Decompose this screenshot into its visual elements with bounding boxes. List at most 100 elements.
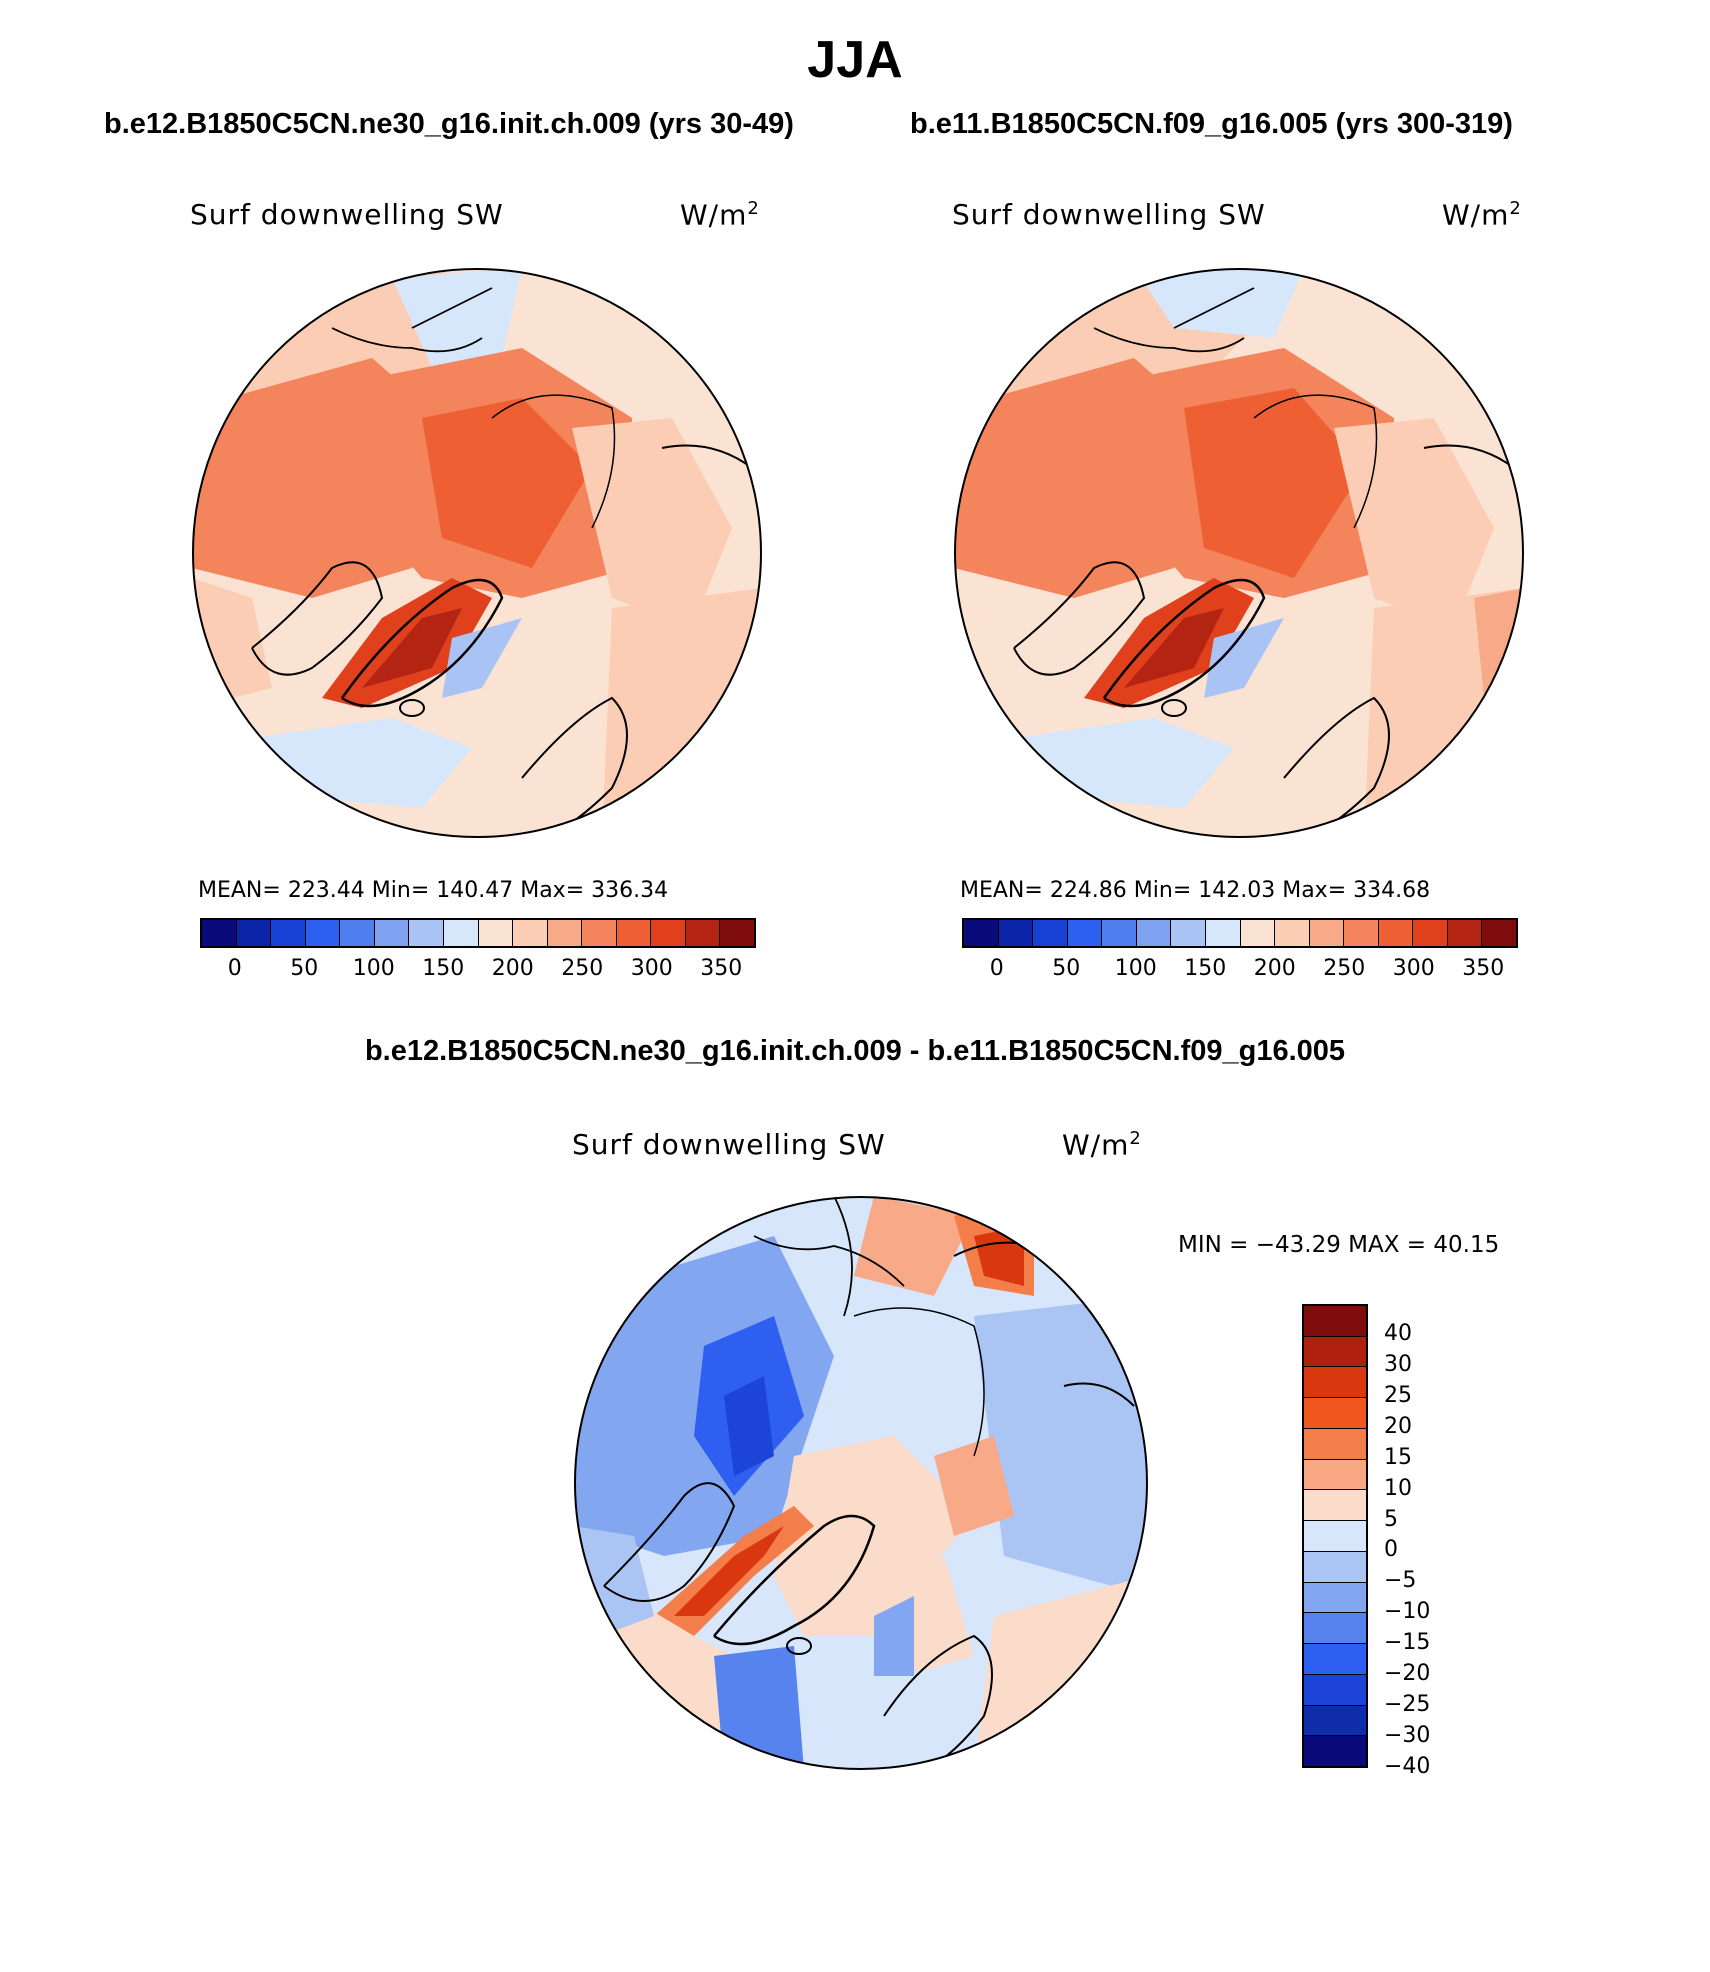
colorbar-left-tick-label: 350 — [700, 956, 743, 981]
colorbar-diff-swatch — [1304, 1644, 1366, 1675]
colorbar-left-swatch — [409, 920, 444, 946]
colorbar-diff-tick-label: 20 — [1384, 1413, 1412, 1439]
variable-label-right: Surf downwelling SW — [952, 198, 1266, 231]
colorbar-right-tick-label: 150 — [1184, 956, 1227, 981]
colorbar-ticks-left: 0 50 100 150 200 250 300 350 — [200, 956, 756, 986]
colorbar-diff-tick-label: −15 — [1384, 1630, 1431, 1656]
colorbar-left-swatch — [443, 920, 479, 946]
colorbar-left-swatch — [616, 920, 652, 946]
variable-label-left: Surf downwelling SW — [190, 198, 504, 231]
colorbar-left-swatch — [547, 920, 583, 946]
colorbar-right-swatch — [1309, 920, 1345, 946]
colorbar-right-swatch — [1067, 920, 1103, 946]
colorbar-left-swatch — [340, 920, 375, 946]
colorbar-diff-tick-label: 25 — [1384, 1382, 1412, 1408]
colorbar-right-swatch — [1136, 920, 1172, 946]
colorbar-right — [962, 918, 1518, 948]
difference-title: b.e12.B1850C5CN.ne30_g16.init.ch.009 - b… — [364, 1035, 1346, 1067]
colorbar-right-tick-label: 0 — [989, 956, 1004, 981]
colorbar-diff-tick-label: −30 — [1384, 1723, 1431, 1749]
colorbar-ticks-right: 0 50 100 150 200 250 300 350 — [962, 956, 1518, 986]
colorbar-right-tick-label: 250 — [1323, 956, 1366, 981]
colorbar-right-swatch — [1275, 920, 1310, 946]
colorbar-right-swatch — [1033, 920, 1068, 946]
colorbar-diff-tick-label: −20 — [1384, 1661, 1431, 1687]
colorbar-right-swatch — [964, 920, 999, 946]
map-panel-left — [192, 268, 762, 838]
map-panel-difference — [574, 1196, 1148, 1770]
colorbar-diff-swatch — [1304, 1613, 1366, 1645]
colorbar-left-tick-label: 250 — [561, 956, 604, 981]
units-label-left: W/m2 — [680, 198, 760, 232]
colorbar-diff-swatch — [1304, 1428, 1366, 1460]
colorbar-left-swatch — [513, 920, 548, 946]
colorbar-diff-tick-label: −10 — [1384, 1599, 1431, 1625]
colorbar-right-swatch — [1447, 920, 1483, 946]
colorbar-diff-swatch — [1304, 1306, 1366, 1337]
colorbar-diff-tick-label: 10 — [1384, 1475, 1412, 1501]
colorbar-left-tick-label: 0 — [227, 956, 242, 981]
colorbar-left-tick-label: 50 — [290, 956, 319, 981]
stats-left: MEAN= 223.44 Min= 140.47 Max= 336.34 — [198, 878, 669, 903]
colorbar-diff-tick-label: 15 — [1384, 1444, 1412, 1470]
colorbar-right-swatch — [1344, 920, 1379, 946]
colorbar-left-tick-label: 200 — [491, 956, 534, 981]
colorbar-diff-swatch — [1304, 1398, 1366, 1429]
colorbar-diff-tick-label: 5 — [1384, 1506, 1398, 1532]
colorbar-right-tick-label: 50 — [1052, 956, 1081, 981]
colorbar-diff-tick-label: 40 — [1384, 1320, 1412, 1346]
case-title-right: b.e11.B1850C5CN.f09_g16.005 (yrs 300-319… — [910, 108, 1513, 140]
colorbar-left-tick-label: 100 — [352, 956, 395, 981]
colorbar-diff-swatch — [1304, 1582, 1366, 1614]
colorbar-diff-swatch — [1304, 1674, 1366, 1706]
colorbar-diff-swatch — [1304, 1736, 1366, 1767]
colorbar-left — [200, 918, 756, 948]
colorbar-right-tick-label: 300 — [1392, 956, 1435, 981]
map-panel-right — [954, 268, 1524, 838]
colorbar-left-swatch — [202, 920, 237, 946]
units-label-right: W/m2 — [1442, 198, 1522, 232]
colorbar-diff-swatch — [1304, 1367, 1366, 1399]
case-title-left: b.e12.B1850C5CN.ne30_g16.init.ch.009 (yr… — [104, 108, 794, 140]
colorbar-right-swatch — [1205, 920, 1241, 946]
colorbar-left-swatch — [374, 920, 410, 946]
colorbar-right-swatch — [1413, 920, 1448, 946]
colorbar-left-swatch — [478, 920, 514, 946]
colorbar-left-tick-label: 150 — [422, 956, 465, 981]
colorbar-diff-swatch — [1304, 1336, 1366, 1368]
colorbar-right-tick-label: 100 — [1114, 956, 1157, 981]
colorbar-diff-swatch — [1304, 1459, 1366, 1491]
colorbar-right-swatch — [1102, 920, 1137, 946]
colorbar-diff-swatch — [1304, 1551, 1366, 1583]
colorbar-left-swatch — [305, 920, 341, 946]
colorbar-right-swatch — [998, 920, 1034, 946]
colorbar-right-swatch — [1378, 920, 1414, 946]
colorbar-diff-tick-label: −5 — [1384, 1568, 1417, 1594]
colorbar-left-swatch — [685, 920, 721, 946]
colorbar-right-tick-label: 350 — [1462, 956, 1505, 981]
colorbar-diff-tick-label: 0 — [1384, 1537, 1398, 1563]
colorbar-diff-swatch — [1304, 1521, 1366, 1552]
colorbar-diff-tick-label: −40 — [1384, 1754, 1431, 1779]
colorbar-diff-tick-label: −25 — [1384, 1692, 1431, 1718]
colorbar-right-tick-label: 200 — [1253, 956, 1296, 981]
colorbar-diff-swatch — [1304, 1705, 1366, 1737]
units-label-diff: W/m2 — [1062, 1128, 1142, 1162]
colorbar-left-swatch — [651, 920, 686, 946]
colorbar-left-swatch — [720, 920, 754, 946]
colorbar-difference — [1302, 1304, 1368, 1768]
colorbar-left-swatch — [271, 920, 306, 946]
min-max-label: MIN = −43.29 MAX = 40.15 — [1178, 1232, 1500, 1258]
colorbar-right-swatch — [1482, 920, 1516, 946]
colorbar-right-swatch — [1171, 920, 1206, 946]
variable-label-diff: Surf downwelling SW — [572, 1128, 886, 1161]
colorbar-diff-tick-label: 30 — [1384, 1351, 1412, 1377]
colorbar-left-tick-label: 300 — [630, 956, 673, 981]
colorbar-left-swatch — [236, 920, 272, 946]
colorbar-diff-swatch — [1304, 1490, 1366, 1522]
colorbar-right-swatch — [1240, 920, 1276, 946]
colorbar-left-swatch — [582, 920, 617, 946]
page-title: JJA — [807, 31, 903, 89]
colorbar-ticks-difference: 40 30 25 20 15 10 5 0 −5 −10 −15 −20 −25 −30 −40 — [1384, 1304, 1484, 1779]
stats-right: MEAN= 224.86 Min= 142.03 Max= 334.68 — [960, 878, 1431, 903]
